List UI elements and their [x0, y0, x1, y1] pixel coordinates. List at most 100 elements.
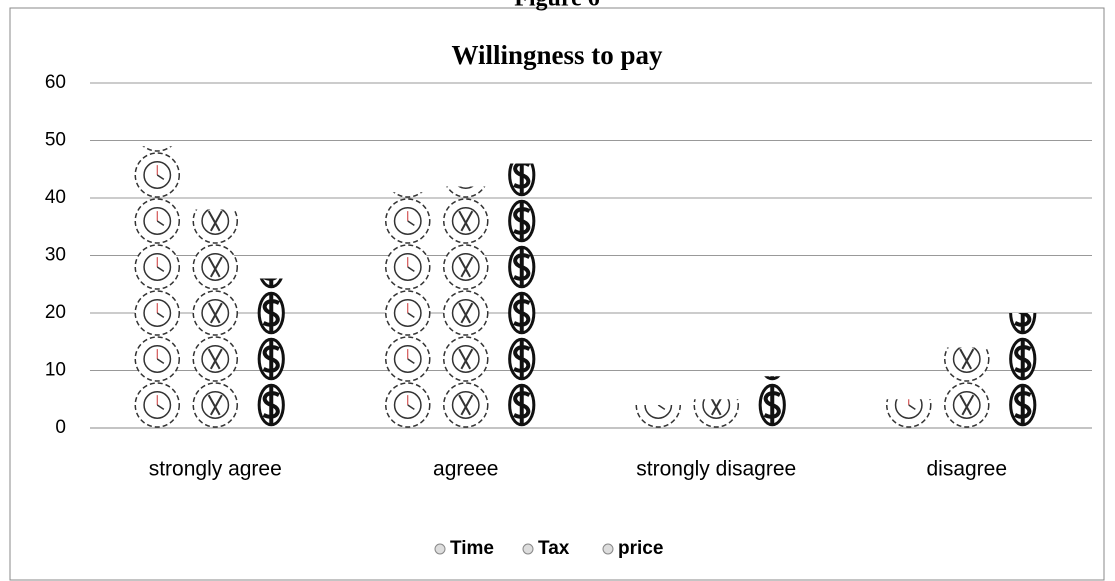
icon-dollar	[513, 202, 531, 240]
icon-hand	[407, 220, 415, 227]
icon-hand	[407, 312, 415, 319]
icon-dollar	[1014, 340, 1032, 378]
x-tick-label: strongly disagree	[636, 458, 796, 481]
icon-face	[201, 391, 230, 419]
icon-ring	[886, 399, 932, 428]
bar	[257, 278, 285, 427]
icon-face	[451, 299, 480, 327]
icon-scissors	[207, 302, 223, 324]
y-tick-label: 60	[45, 72, 66, 93]
icon-hand	[407, 266, 415, 273]
bar	[508, 163, 536, 427]
icon-face	[451, 391, 480, 419]
icon-face	[952, 391, 981, 419]
icon-face	[451, 345, 480, 373]
icon-scissors	[458, 256, 474, 278]
bar	[944, 347, 990, 428]
icon-scissors	[710, 399, 722, 416]
icon-dollar	[513, 248, 531, 286]
bar	[693, 399, 739, 428]
y-tick-label: 0	[55, 417, 66, 438]
icon-ring	[142, 146, 173, 152]
icon-ring	[693, 399, 739, 428]
icon-hand	[407, 358, 415, 365]
y-tick-label: 40	[45, 187, 66, 208]
icon-face	[393, 207, 422, 235]
legend-label: Time	[450, 538, 494, 559]
icon-face	[201, 345, 230, 373]
icon-face	[143, 299, 172, 327]
icon-hand	[156, 174, 165, 181]
icon-face	[894, 399, 923, 419]
icon-face	[393, 391, 422, 419]
legend-label: Tax	[538, 538, 570, 559]
icon-hand	[156, 220, 165, 227]
icon-scissors	[458, 348, 474, 370]
icon-hand	[156, 266, 165, 273]
icon-ring	[392, 192, 423, 198]
icon-dollar	[262, 294, 280, 332]
icon-face	[702, 399, 731, 419]
bar	[758, 376, 786, 427]
icon-face	[201, 209, 230, 235]
legend-marker	[434, 543, 446, 555]
icon-hand	[657, 405, 666, 411]
icon-hand	[156, 404, 165, 411]
bar	[886, 399, 932, 428]
icon-dollar	[262, 278, 278, 286]
bar	[443, 186, 489, 428]
icon-dollar	[262, 386, 280, 424]
icon-face	[143, 207, 172, 235]
legend-marker	[602, 543, 614, 555]
icon-dollar	[262, 340, 280, 378]
icon-face	[393, 345, 422, 373]
icon-face	[201, 299, 230, 327]
legend-label: price	[618, 538, 663, 559]
icon-scissors	[207, 394, 223, 416]
icon-scissors	[458, 394, 474, 416]
icon-scissors	[207, 210, 223, 232]
icon-scissors	[458, 210, 474, 232]
icon-scissors	[207, 348, 223, 370]
bar	[192, 209, 238, 428]
icon-scissors	[959, 394, 975, 416]
icon-dollar	[1014, 313, 1032, 332]
icon-ring	[944, 347, 990, 382]
icon-dollar	[763, 386, 781, 424]
icon-ring	[192, 209, 238, 244]
legend-marker	[522, 543, 534, 555]
icon-dollar	[513, 340, 531, 378]
x-tick-label: agreee	[433, 458, 498, 481]
chart-frame	[9, 7, 1105, 581]
icon-ring	[446, 186, 486, 198]
icon-scissors	[207, 256, 223, 278]
bar	[134, 146, 180, 428]
icon-hand	[156, 312, 165, 319]
icon-hand	[156, 358, 165, 365]
y-tick-label: 20	[45, 302, 66, 323]
y-tick-label: 10	[45, 360, 66, 381]
icon-dollar	[513, 163, 531, 194]
icon-face	[143, 345, 172, 373]
icon-scissors	[458, 302, 474, 324]
icon-face	[451, 253, 480, 281]
bar	[635, 405, 681, 428]
icon-dollar	[1014, 386, 1032, 424]
chart-title: Willingness to pay	[451, 40, 663, 70]
y-tick-label: 50	[45, 130, 66, 151]
figure-caption: Figure 6	[514, 0, 600, 12]
x-tick-label: strongly agree	[149, 458, 282, 481]
icon-face	[143, 391, 172, 419]
icon-face	[451, 207, 480, 235]
icon-face	[201, 253, 230, 281]
icon-face	[644, 405, 673, 419]
icon-face	[393, 299, 422, 327]
x-tick-label: disagree	[926, 458, 1007, 481]
icon-face	[143, 161, 172, 189]
icon-dollar	[513, 294, 531, 332]
bar	[1009, 313, 1037, 427]
icon-hand	[407, 404, 415, 411]
icon-hand	[908, 404, 916, 411]
y-tick-label: 30	[45, 245, 66, 266]
